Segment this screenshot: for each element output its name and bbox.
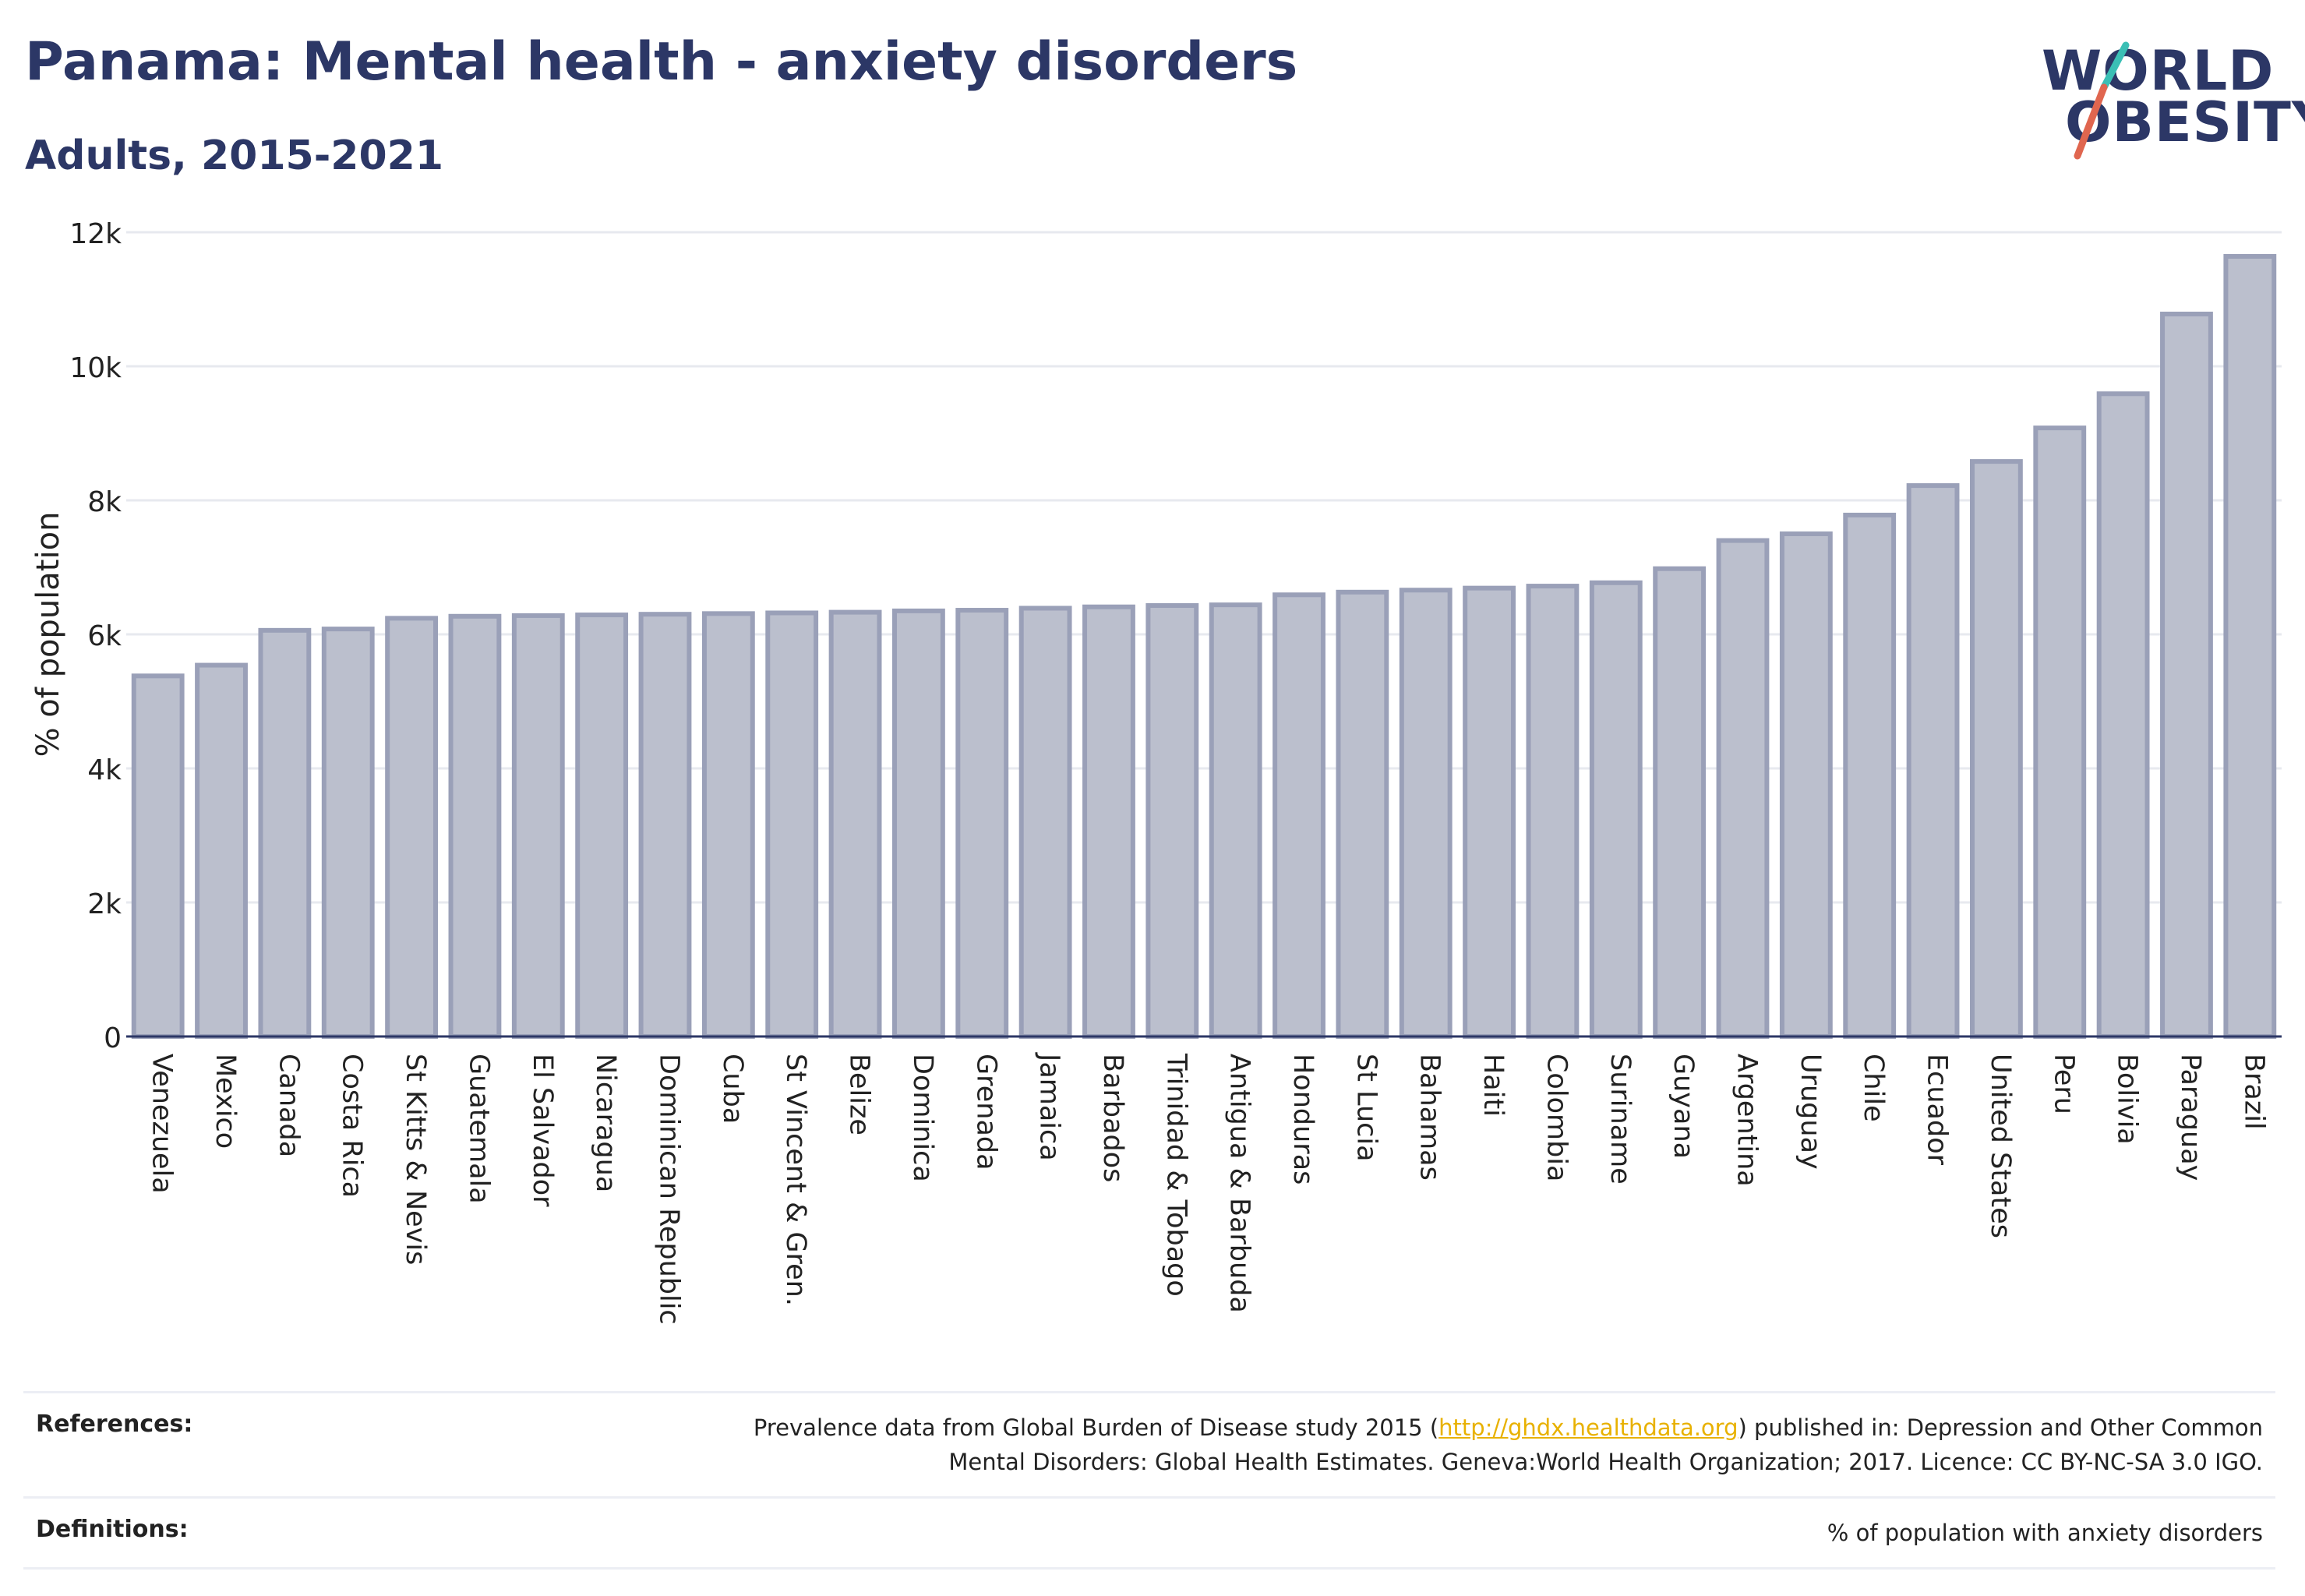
bar — [1082, 604, 1135, 1039]
bar — [2223, 253, 2277, 1039]
bar — [131, 673, 185, 1039]
bar — [891, 608, 945, 1039]
bar — [1273, 592, 1325, 1039]
bar — [1145, 603, 1199, 1039]
x-tick-label: Bolivia — [2112, 1054, 2143, 1145]
bar — [1906, 483, 1960, 1039]
bar — [575, 613, 629, 1039]
x-axis-ticks: Venezuela Mexico Canada Costa Rica St Kitts … — [146, 1052, 2270, 1325]
x-tick-label: Argentina — [1731, 1054, 1763, 1187]
x-tick-label: Chile — [1858, 1054, 1889, 1122]
world-obesity-logo: WORLD OBESITY — [2026, 39, 2305, 171]
bar — [1843, 512, 1897, 1040]
x-tick-label: St Lucia — [1350, 1054, 1382, 1162]
bar — [955, 608, 1009, 1039]
bar — [1526, 584, 1580, 1039]
bar — [701, 611, 755, 1039]
y-tick-label: 2k — [87, 888, 122, 920]
x-tick-label: United States — [1985, 1054, 2016, 1238]
x-tick-label: Paraguay — [2175, 1054, 2206, 1181]
definitions-text: % of population with anxiety disorders — [1827, 1520, 2263, 1546]
x-tick-label: Guyana — [1668, 1054, 1699, 1159]
y-tick-label: 4k — [87, 754, 122, 786]
bar — [1336, 589, 1389, 1039]
references-text-line2: Mental Disorders: Global Health Estimate… — [948, 1449, 2263, 1475]
x-tick-label: Guatemala — [463, 1054, 494, 1204]
x-tick-label: St Kitts & Nevis — [400, 1054, 431, 1265]
bar — [258, 627, 312, 1039]
references-text: Prevalence data from Global Burden of Di… — [754, 1411, 2263, 1479]
bars — [131, 253, 2277, 1040]
x-tick-label: Venezuela — [146, 1054, 178, 1194]
bar — [1209, 602, 1262, 1039]
references-text-start: Prevalence data from Global Burden of Di… — [753, 1414, 1439, 1441]
chart-title: Panama: Mental health - anxiety disorder… — [25, 31, 1298, 93]
bar — [385, 616, 439, 1039]
footer-notes: References: Prevalence data from Global … — [23, 1391, 2275, 1570]
y-tick-label: 12k — [69, 218, 122, 250]
bar — [638, 612, 692, 1039]
bar — [1589, 580, 1643, 1039]
x-tick-label: Belize — [844, 1054, 875, 1135]
references-label: References: — [36, 1411, 193, 1438]
x-tick-label: Colombia — [1541, 1054, 1572, 1181]
bar — [195, 662, 248, 1039]
bar — [1463, 585, 1516, 1040]
x-tick-label: St Vincent & Gren. — [780, 1054, 811, 1306]
x-tick-label: El Salvador — [527, 1054, 558, 1207]
x-tick-label: Peru — [2048, 1054, 2079, 1114]
x-tick-label: Brazil — [2238, 1054, 2269, 1130]
definitions-label: Definitions: — [36, 1516, 189, 1543]
bar — [2096, 391, 2150, 1039]
y-tick-label: 0 — [104, 1022, 122, 1054]
bar — [1779, 531, 1833, 1039]
bar — [448, 613, 502, 1039]
x-tick-label: Bahamas — [1414, 1054, 1445, 1181]
bar — [1716, 538, 1770, 1040]
references-row: References: Prevalence data from Global … — [23, 1393, 2275, 1499]
logo-text-world: WORLD — [2042, 39, 2275, 103]
x-tick-label: Antigua & Barbuda — [1224, 1054, 1255, 1313]
x-tick-label: Haiti — [1477, 1054, 1509, 1117]
bar — [1018, 606, 1072, 1039]
y-tick-label: 8k — [87, 486, 122, 518]
bar — [828, 609, 882, 1039]
bar — [1969, 459, 2023, 1039]
y-axis-label: % of population — [30, 512, 66, 757]
x-tick-label: Jamaica — [1034, 1052, 1065, 1161]
bar — [2160, 311, 2213, 1040]
bar — [1399, 588, 1453, 1039]
x-tick-label: Honduras — [1287, 1054, 1318, 1185]
references-link[interactable]: http://ghdx.healthdata.org — [1438, 1414, 1738, 1441]
chart-subtitle: Adults, 2015-2021 — [25, 132, 444, 179]
bar-chart: 0 2k 4k 6k 8k 10k 12k Venezuela Mexico Canada Cos… — [30, 218, 2282, 1325]
references-text-end: ) published in: Depression and Other Com… — [1738, 1414, 2264, 1441]
x-tick-label: Mexico — [210, 1054, 241, 1149]
x-tick-label: Cuba — [717, 1054, 748, 1124]
x-tick-label: Trinidad & Tobago — [1160, 1053, 1191, 1297]
y-axis-ticks: 0 2k 4k 6k 8k 10k 12k — [69, 218, 122, 1054]
logo-text-obesity: OBESITY — [2065, 90, 2305, 154]
y-tick-label: 10k — [69, 352, 122, 384]
x-tick-label: Dominican Republic — [654, 1054, 685, 1325]
x-tick-label: Nicaragua — [590, 1054, 621, 1192]
x-tick-label: Suriname — [1604, 1054, 1636, 1185]
x-tick-label: Costa Rica — [337, 1054, 368, 1198]
x-tick-label: Barbados — [1097, 1054, 1128, 1182]
x-tick-label: Uruguay — [1795, 1054, 1826, 1170]
x-tick-label: Ecuador — [1922, 1054, 1953, 1166]
bar — [2033, 425, 2087, 1039]
logo-slash-icon — [2074, 41, 2130, 160]
x-tick-label: Canada — [273, 1054, 304, 1157]
bar — [321, 627, 375, 1039]
bar — [511, 613, 565, 1039]
x-tick-label: Dominica — [907, 1054, 938, 1182]
bar — [1653, 566, 1707, 1040]
definitions-row: Definitions: % of population with anxiet… — [23, 1499, 2275, 1570]
bar — [765, 610, 819, 1039]
y-tick-label: 6k — [87, 620, 122, 652]
x-tick-label: Grenada — [970, 1054, 1001, 1171]
